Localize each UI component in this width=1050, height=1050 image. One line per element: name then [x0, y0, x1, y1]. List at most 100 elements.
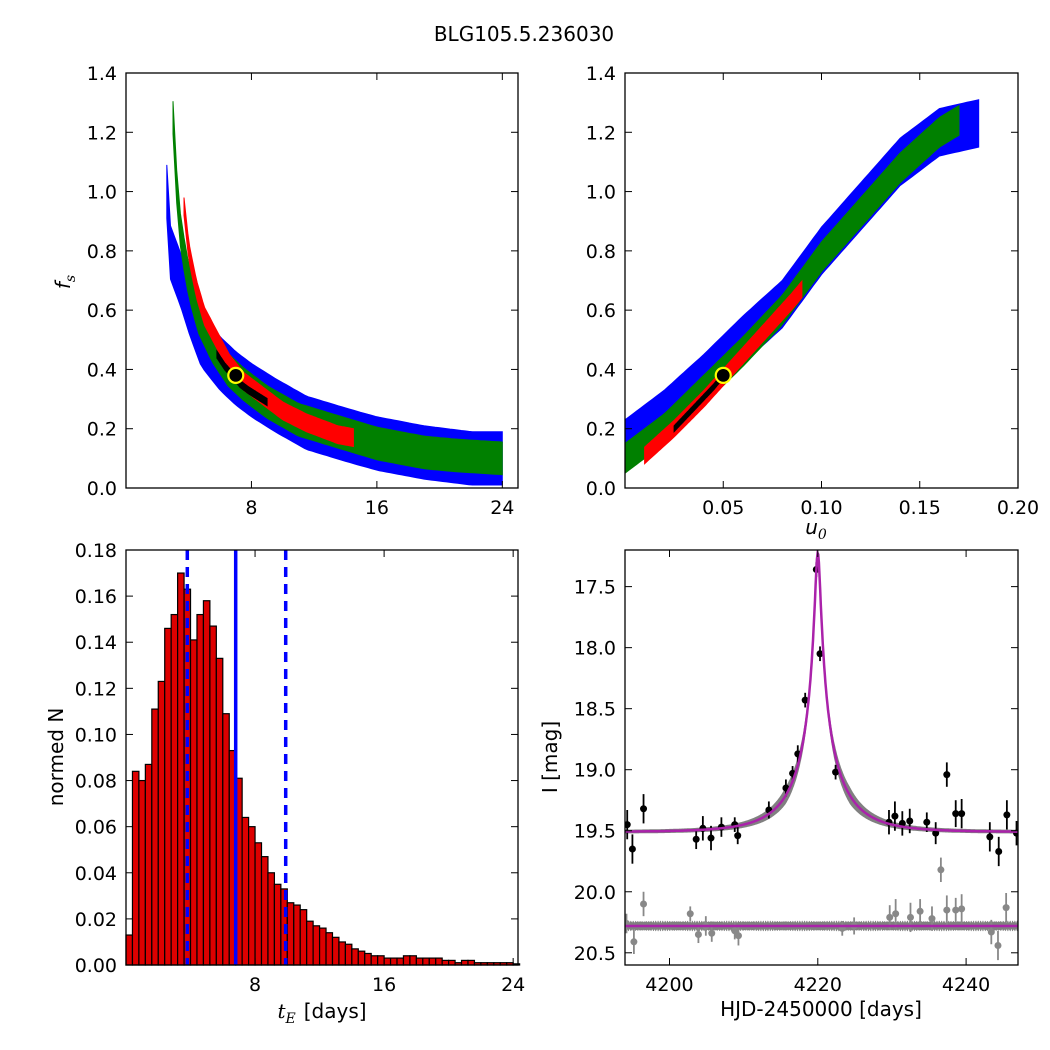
tick-labels-tE-fs: 8 16 24 0.0 0.2 0.4 0.6 0.8 1.0 1.2 1.4: [87, 63, 515, 519]
hist-bar: [344, 943, 353, 966]
hist-bar: [422, 957, 430, 966]
data-point: [916, 907, 924, 915]
ticks-u0-fs: [625, 72, 1019, 489]
data-point: [943, 771, 951, 779]
xlabel-tE-base: t: [277, 999, 286, 1023]
ticks-light-curve: [625, 550, 1018, 965]
ylabel-fs-sub: s: [63, 275, 79, 282]
hist-bar: [312, 925, 321, 966]
data-point: [958, 905, 966, 913]
x-tick-label: 24: [501, 974, 525, 996]
hist-bar: [144, 763, 153, 966]
data-point: [707, 834, 715, 842]
data-point: [731, 927, 739, 935]
data-point: [943, 906, 951, 914]
y-tick-label: 0.10: [75, 724, 117, 746]
y-tick-label: 0.4: [87, 359, 117, 381]
data-point: [891, 812, 899, 820]
hist-bar: [318, 927, 327, 966]
level-green: [172, 101, 503, 476]
hist-bar: [202, 600, 211, 966]
best-fit-marker: [714, 366, 732, 384]
y-tick-label: 0.8: [586, 241, 616, 263]
y-tick-label: 0.16: [75, 586, 117, 608]
hist-bar: [222, 713, 230, 966]
data-point: [692, 835, 700, 843]
hist-bar: [209, 625, 217, 966]
hist-bar: [460, 959, 469, 966]
y-tick-label: 20.5: [574, 943, 616, 965]
y-tick-label: 0.0: [87, 478, 117, 500]
hist-bar: [177, 572, 185, 966]
x-tick-label: 8: [245, 497, 257, 519]
panel-tE-vs-fs: 8 16 24 0.0 0.2 0.4 0.6 0.8 1.0 1.2 1.4 fs: [51, 63, 519, 519]
hist-bar: [351, 948, 359, 966]
level-region-green: [624, 104, 960, 475]
y-tick-label: 0.6: [87, 300, 117, 322]
data-point: [625, 821, 631, 829]
plot-area-light-curve: [625, 550, 1018, 961]
figure-title: BLG105.5.236030: [434, 22, 614, 46]
data-point: [640, 900, 648, 908]
ylabel-imag: I [mag]: [538, 721, 562, 793]
hist-bar: [125, 934, 134, 966]
level-region-green: [172, 101, 503, 476]
hist-bar: [286, 902, 295, 966]
panel-u0-vs-fs: 0.05 0.10 0.15 0.20 0.0 0.2 0.4 0.6 0.8 1.0 1.2 1.4…: [586, 63, 1039, 543]
data-point: [1003, 811, 1011, 819]
data-point: [734, 832, 742, 840]
hist-bar: [131, 770, 140, 966]
data-point: [952, 810, 960, 818]
y-tick-label: 1.2: [586, 122, 616, 144]
data-point: [801, 696, 809, 704]
y-tick-label: 0.2: [87, 419, 117, 441]
y-tick-label: 0.02: [75, 909, 117, 931]
data-point: [734, 932, 742, 940]
y-tick-label: 20.0: [574, 882, 616, 904]
y-tick-label: 0.06: [75, 817, 117, 839]
hist-bar: [196, 613, 205, 966]
data-point: [906, 817, 914, 825]
data-point: [952, 906, 960, 914]
hist-bar: [248, 826, 256, 966]
y-tick-label: 0.00: [75, 955, 117, 977]
y-tick-label: 19.5: [574, 821, 616, 843]
xlabel-tE: tE [days]: [277, 999, 366, 1027]
x-tick-label: 4200: [645, 974, 693, 996]
y-tick-label: 0.2: [586, 419, 616, 441]
data-point: [832, 768, 840, 776]
hist-bar: [260, 856, 269, 966]
xlabel-hjd: HJD-2450000 [days]: [720, 997, 922, 1021]
hist-bar: [383, 957, 392, 966]
hist-bar: [331, 936, 340, 966]
data-point: [708, 929, 716, 937]
hist-bar: [306, 920, 314, 966]
data-point: [892, 910, 900, 918]
hist-bar: [299, 909, 308, 966]
y-tick-label: 1.4: [87, 63, 117, 85]
x-tick-label: 16: [365, 497, 389, 519]
xlabel-tE-unit: [days]: [304, 999, 367, 1023]
axes-frame-tE-fs: [125, 72, 519, 489]
y-tick-label: 1.2: [87, 122, 117, 144]
xlabel-tE-sub: E: [285, 1011, 296, 1027]
hist-bar: [241, 816, 250, 966]
y-tick-label: 1.0: [586, 182, 616, 204]
x-tick-label: 0.10: [800, 497, 842, 519]
hist-bar: [293, 904, 301, 966]
plot-area-tE-fs: [166, 101, 503, 486]
data-point: [816, 650, 824, 658]
axes-frame-light-curve: [624, 549, 1019, 966]
panel-light-curve: 4200 4220 4240 17.5 18.0 18.5 19.0 19.5 20.0 20.5…: [538, 549, 1019, 1021]
data-point: [937, 866, 945, 874]
data-point: [932, 829, 940, 837]
data-point: [928, 915, 936, 923]
data-point: [994, 941, 1002, 949]
hist-bar: [415, 957, 424, 966]
hist-bar: [157, 680, 166, 966]
plot-area-histogram: [125, 550, 521, 966]
data-point: [986, 833, 994, 841]
y-tick-label: 0.8: [87, 241, 117, 263]
hist-bar: [441, 959, 450, 966]
level-green: [624, 104, 960, 475]
